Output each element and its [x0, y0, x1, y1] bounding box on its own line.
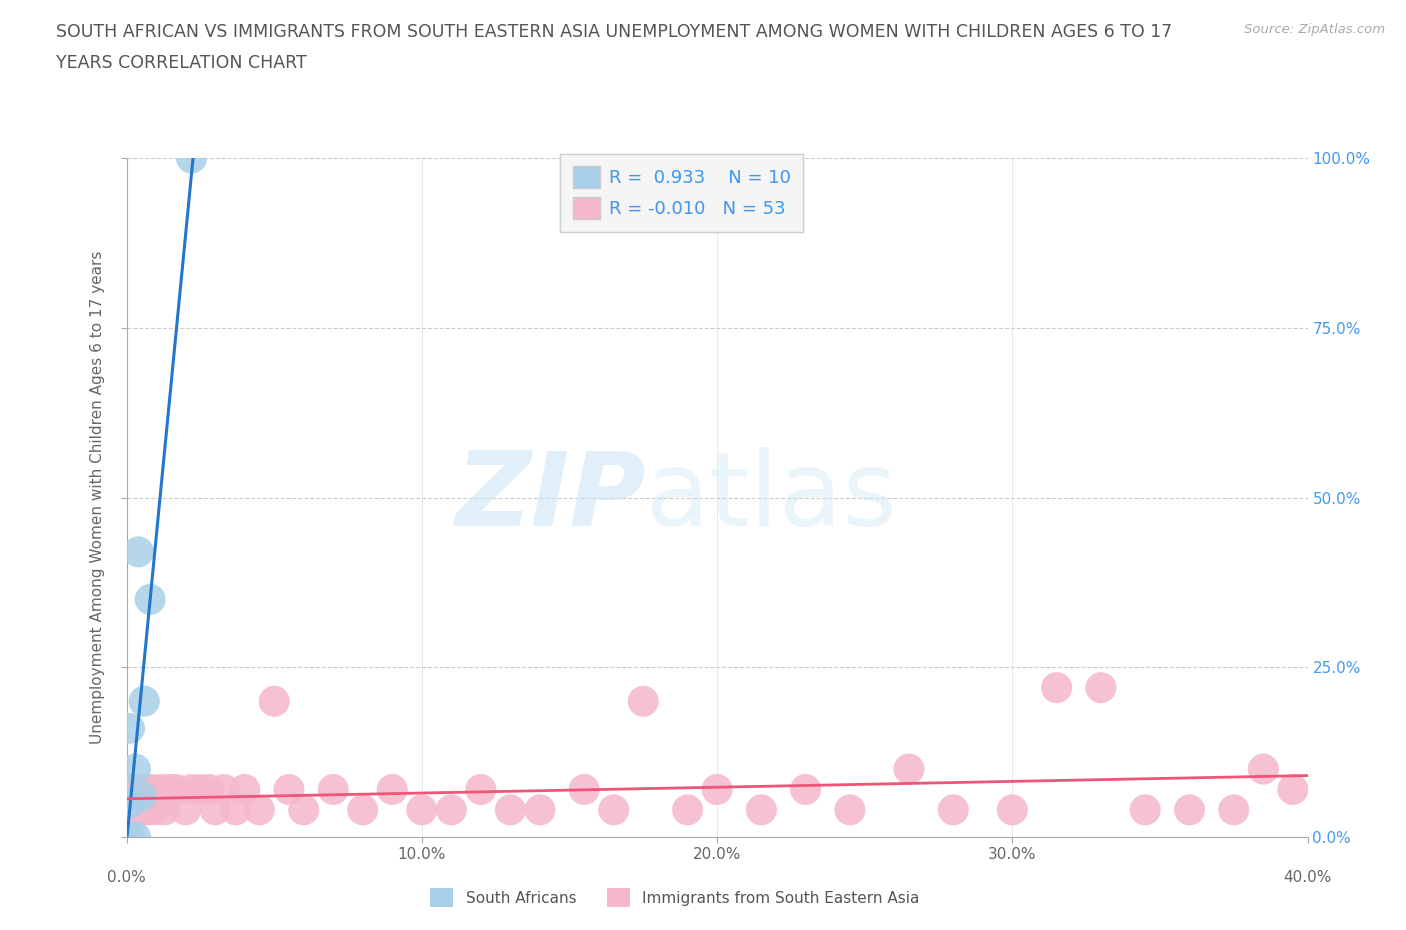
Point — [124, 782, 146, 797]
Point — [233, 782, 256, 797]
Legend: R =  0.933    N = 10, R = -0.010   N = 53: R = 0.933 N = 10, R = -0.010 N = 53 — [560, 153, 803, 232]
Point — [942, 803, 965, 817]
Text: 40.0%: 40.0% — [1284, 870, 1331, 884]
Point — [470, 782, 492, 797]
Point — [278, 782, 301, 797]
Point — [139, 803, 162, 817]
Point — [124, 762, 146, 777]
Point — [159, 782, 183, 797]
Point — [499, 803, 522, 817]
Point — [139, 592, 162, 607]
Point — [134, 694, 156, 709]
Point — [174, 803, 197, 817]
Text: 0.0%: 0.0% — [107, 870, 146, 884]
Point — [204, 803, 226, 817]
Point — [1001, 803, 1024, 817]
Point — [225, 803, 247, 817]
Point — [292, 803, 315, 817]
Point — [1178, 803, 1201, 817]
Point — [142, 782, 165, 797]
Text: ZIP: ZIP — [456, 447, 647, 548]
Point — [118, 803, 141, 817]
Point — [1045, 680, 1069, 695]
Point — [118, 782, 141, 797]
Point — [676, 803, 699, 817]
Point — [188, 782, 211, 797]
Point — [127, 544, 149, 559]
Point — [134, 803, 156, 817]
Point — [1282, 782, 1305, 797]
Point — [166, 782, 188, 797]
Point — [322, 782, 344, 797]
Point — [153, 803, 176, 817]
Point — [247, 803, 270, 817]
Point — [440, 803, 463, 817]
Point — [1090, 680, 1112, 695]
Point — [529, 803, 551, 817]
Point — [129, 789, 153, 804]
Point — [1133, 803, 1156, 817]
Point — [129, 803, 153, 817]
Point — [136, 782, 159, 797]
Point — [118, 796, 141, 811]
Point — [1251, 762, 1274, 777]
Point — [118, 830, 141, 844]
Point — [124, 830, 146, 844]
Point — [145, 803, 167, 817]
Text: SOUTH AFRICAN VS IMMIGRANTS FROM SOUTH EASTERN ASIA UNEMPLOYMENT AMONG WOMEN WIT: SOUTH AFRICAN VS IMMIGRANTS FROM SOUTH E… — [56, 23, 1173, 41]
Point — [180, 782, 202, 797]
Point — [603, 803, 626, 817]
Point — [631, 694, 654, 709]
Y-axis label: Unemployment Among Women with Children Ages 6 to 17 years: Unemployment Among Women with Children A… — [90, 251, 105, 744]
Point — [751, 803, 773, 817]
Point — [1222, 803, 1246, 817]
Point — [897, 762, 920, 777]
Point — [212, 782, 235, 797]
Point — [411, 803, 433, 817]
Point — [127, 803, 149, 817]
Text: atlas: atlas — [647, 447, 898, 548]
Point — [381, 782, 404, 797]
Point — [838, 803, 860, 817]
Point — [198, 782, 221, 797]
Point — [263, 694, 285, 709]
Point — [574, 782, 596, 797]
Text: YEARS CORRELATION CHART: YEARS CORRELATION CHART — [56, 54, 307, 72]
Point — [794, 782, 817, 797]
Point — [352, 803, 374, 817]
Point — [118, 721, 141, 736]
Legend: South Africans, Immigrants from South Eastern Asia: South Africans, Immigrants from South Ea… — [425, 883, 925, 913]
Text: Source: ZipAtlas.com: Source: ZipAtlas.com — [1244, 23, 1385, 36]
Point — [180, 151, 202, 166]
Point — [150, 782, 173, 797]
Point — [121, 803, 143, 817]
Point — [706, 782, 728, 797]
